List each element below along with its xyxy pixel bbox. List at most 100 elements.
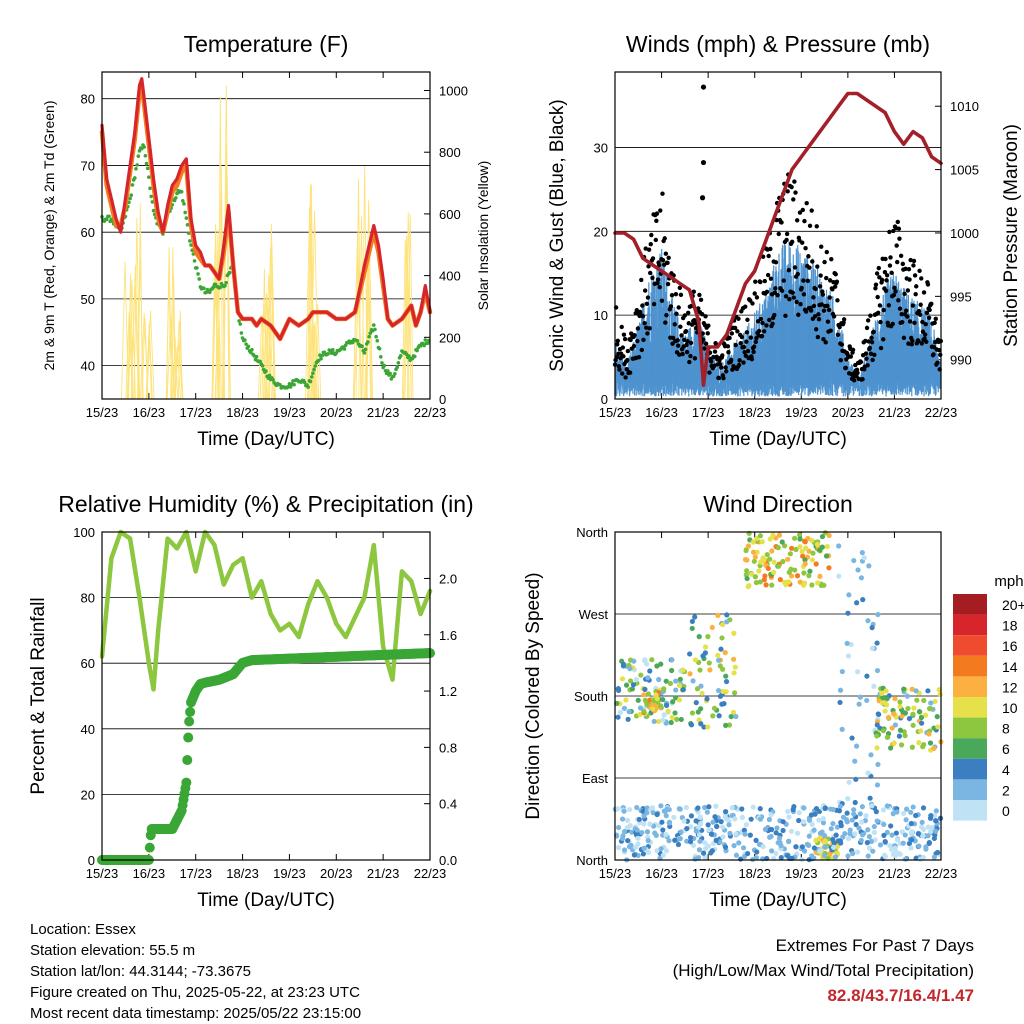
direction-point	[713, 803, 719, 809]
chart-title: Relative Humidity (%) & Precipitation (i…	[58, 491, 473, 517]
direction-point	[669, 667, 675, 674]
direction-point	[769, 848, 775, 854]
gust-point	[654, 218, 659, 224]
gust-point	[824, 249, 830, 255]
x-axis-label: Time (Day/UTC)	[197, 890, 335, 911]
direction-point	[835, 838, 841, 844]
td-point	[360, 344, 364, 349]
gust-point	[699, 195, 706, 201]
direction-point	[913, 688, 919, 694]
x-tick-label: 19/23	[273, 866, 306, 881]
direction-point	[918, 728, 924, 734]
gust-point	[871, 329, 876, 335]
gust-point	[700, 84, 707, 90]
gust-point	[635, 338, 640, 344]
gust-point	[646, 247, 652, 252]
gust-point	[745, 317, 750, 323]
direction-point	[877, 842, 884, 848]
solar-spike	[406, 213, 414, 400]
direction-point	[743, 547, 749, 554]
gust-point	[686, 321, 691, 326]
direction-point	[754, 535, 760, 541]
x-tick-label: 20/23	[320, 866, 353, 881]
direction-point	[705, 634, 711, 640]
direction-point	[925, 833, 931, 839]
y2-tick-label: 1.2	[439, 684, 457, 699]
direction-point	[802, 539, 808, 545]
td-point	[137, 149, 142, 153]
td-point	[185, 223, 190, 227]
direction-point	[761, 557, 767, 563]
solar-spike	[366, 282, 372, 400]
direction-point	[904, 806, 910, 812]
gust-point	[864, 356, 869, 361]
gust-point	[828, 328, 833, 333]
gust-point	[905, 314, 910, 319]
y-tick-label: 100	[73, 525, 95, 540]
gust-point	[752, 291, 757, 296]
td-point	[151, 208, 156, 213]
gust-point	[843, 365, 849, 371]
direction-point	[874, 733, 880, 739]
gust-point	[651, 301, 657, 307]
direction-point	[690, 842, 697, 849]
direction-point	[759, 539, 765, 545]
direction-point	[644, 829, 651, 835]
gust-point	[914, 284, 919, 289]
direction-point	[849, 735, 855, 741]
gust-point	[665, 260, 670, 266]
direction-point	[642, 686, 648, 692]
direction-point	[801, 848, 808, 854]
x-tick-label: 17/23	[179, 405, 212, 420]
gust-point	[864, 325, 870, 331]
gust-point	[720, 353, 725, 358]
direction-point	[732, 816, 738, 822]
td-point	[355, 338, 360, 343]
direction-point	[615, 824, 622, 831]
td-point	[425, 341, 430, 346]
direction-point	[765, 565, 771, 572]
direction-point	[615, 845, 622, 851]
direction-point	[647, 668, 653, 674]
direction-point	[676, 682, 683, 689]
direction-point	[797, 544, 803, 550]
direction-point	[908, 809, 914, 815]
direction-point	[695, 805, 701, 811]
direction-point	[875, 761, 881, 768]
direction-point	[917, 856, 923, 862]
direction-point	[891, 740, 897, 746]
direction-point	[874, 640, 880, 646]
panel-1: 15/23 16/23 17/23 18/23 19/23 20/23 21/23 22/23…	[41, 31, 491, 450]
gust-point	[775, 293, 780, 298]
direction-point	[736, 840, 742, 846]
direction-point	[811, 827, 817, 833]
gust-point	[899, 312, 904, 317]
direction-point	[780, 819, 786, 825]
direction-point	[697, 838, 703, 844]
direction-point	[635, 697, 641, 703]
gust-point	[772, 312, 777, 318]
gust-point	[896, 298, 901, 303]
direction-point	[671, 814, 677, 820]
gust-point	[825, 319, 831, 324]
panel-3: 15/23 16/23 17/23 18/23 19/23 20/23 21/23 22/23…	[28, 491, 474, 911]
gust-point	[676, 305, 681, 310]
direction-point	[879, 700, 885, 706]
direction-point	[869, 803, 875, 809]
gust-point	[669, 293, 675, 298]
solar-spike	[222, 165, 231, 400]
gust-point	[744, 339, 749, 344]
solar-spike	[262, 293, 271, 400]
legend-swatch	[953, 676, 987, 697]
x-tick-label: 16/23	[133, 405, 166, 420]
direction-point	[729, 805, 735, 811]
direction-point	[745, 583, 751, 590]
direction-point	[707, 667, 713, 673]
direction-point	[683, 804, 689, 811]
gust-point	[679, 333, 684, 338]
gust-point	[625, 357, 630, 363]
direction-point	[753, 579, 759, 586]
gust-point	[815, 334, 821, 340]
gust-point	[875, 294, 880, 300]
direction-point	[661, 712, 667, 718]
